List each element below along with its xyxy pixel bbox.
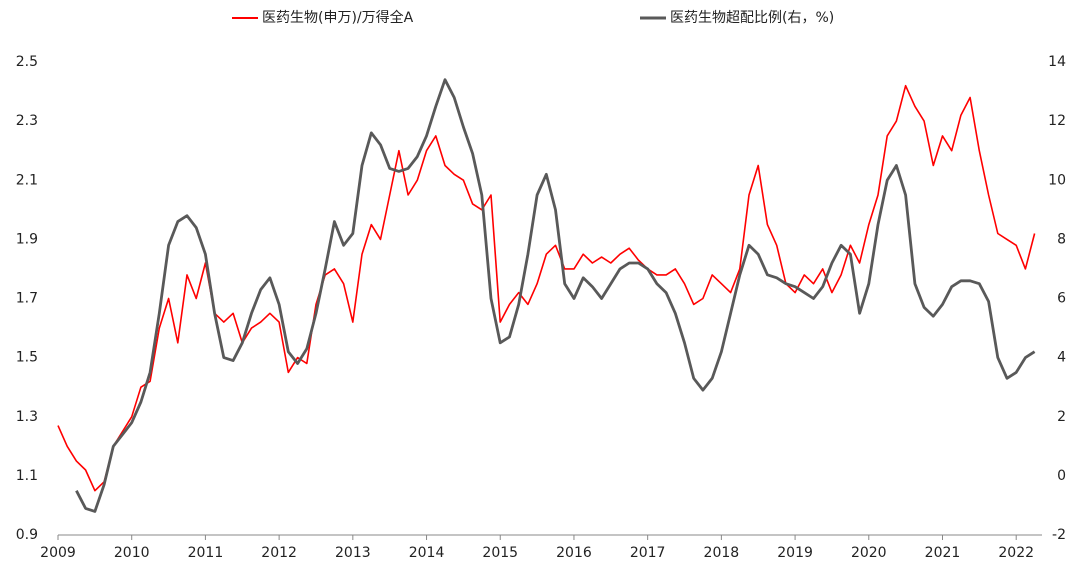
x-tick-label: 2021 <box>925 545 961 561</box>
y2-tick-label: 14 <box>1048 54 1066 70</box>
y2-tick-label: 8 <box>1057 231 1066 247</box>
y-tick-label: 2.3 <box>16 113 38 129</box>
x-tick-label: 2012 <box>261 545 297 561</box>
y-tick-label: 2.5 <box>16 54 38 70</box>
y-tick-label: 1.3 <box>16 409 38 425</box>
y2-tick-label: 10 <box>1048 172 1066 188</box>
y-tick-label: 1.1 <box>16 468 38 484</box>
legend-label: 医药生物(申万)/万得全A <box>262 9 414 26</box>
x-tick-label: 2013 <box>335 545 371 561</box>
x-tick-label: 2020 <box>851 545 887 561</box>
x-tick-label: 2011 <box>188 545 224 561</box>
y-tick-label: 0.9 <box>16 527 38 543</box>
y-tick-label: 1.7 <box>16 291 38 307</box>
x-tick-label: 2015 <box>482 545 518 561</box>
y-tick-label: 2.1 <box>16 172 38 188</box>
y2-tick-label: 4 <box>1057 350 1066 366</box>
x-tick-label: 2016 <box>556 545 592 561</box>
x-tick-label: 2022 <box>998 545 1034 561</box>
y2-tick-label: 0 <box>1057 468 1066 484</box>
y-tick-label: 1.9 <box>16 231 38 247</box>
x-tick-label: 2010 <box>114 545 150 561</box>
legend-label: 医药生物超配比例(右，%) <box>670 10 834 26</box>
y2-tick-label: -2 <box>1052 527 1066 543</box>
x-tick-label: 2014 <box>409 545 445 561</box>
x-tick-label: 2018 <box>704 545 740 561</box>
y2-tick-label: 12 <box>1048 113 1066 129</box>
y2-tick-label: 2 <box>1057 409 1066 425</box>
y-tick-label: 1.5 <box>16 350 38 366</box>
x-tick-label: 2017 <box>630 545 666 561</box>
y2-tick-label: 6 <box>1057 291 1066 307</box>
x-tick-label: 2019 <box>777 545 813 561</box>
series-line <box>75 78 1036 513</box>
series-line <box>57 84 1036 492</box>
x-tick-label: 2009 <box>40 545 76 561</box>
